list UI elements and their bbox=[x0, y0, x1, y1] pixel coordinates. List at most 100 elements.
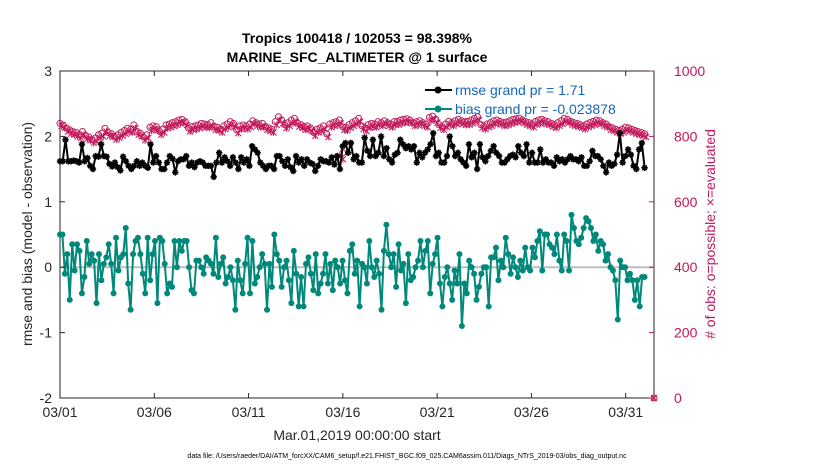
x-tick-label: 03/26 bbox=[514, 404, 549, 420]
obs-evaluated-point bbox=[180, 119, 188, 127]
bias-point bbox=[434, 234, 441, 241]
rmse-point bbox=[317, 156, 324, 163]
obs-evaluated-point bbox=[225, 123, 232, 131]
rmse-point bbox=[183, 152, 190, 160]
rmse-point bbox=[380, 152, 388, 160]
bias-point bbox=[551, 251, 558, 258]
rmse-point bbox=[611, 160, 618, 168]
bias-point bbox=[617, 257, 624, 264]
rmse-point bbox=[638, 139, 646, 147]
rmse-point bbox=[583, 162, 591, 170]
bias-point bbox=[337, 280, 344, 287]
rmse-point bbox=[141, 162, 149, 170]
bias-point bbox=[383, 221, 390, 228]
rmse-point bbox=[424, 146, 431, 153]
bias-point bbox=[264, 306, 271, 313]
rmse-point bbox=[550, 162, 558, 170]
rmse-point bbox=[441, 159, 448, 166]
rmse-point bbox=[427, 141, 434, 148]
rmse-point bbox=[303, 156, 311, 163]
x-tick-label: 03/31 bbox=[608, 404, 643, 420]
obs-evaluated-point bbox=[96, 134, 104, 142]
bias-point bbox=[424, 238, 431, 245]
bias-point bbox=[76, 247, 83, 254]
rmse-point bbox=[237, 154, 245, 161]
bias-point bbox=[305, 254, 312, 261]
bias-point bbox=[585, 218, 592, 225]
bias-point bbox=[390, 251, 397, 258]
bias-point bbox=[405, 251, 412, 258]
y-axis-right-label: # of obs: o=possible; ×=evaluated bbox=[702, 129, 718, 339]
rmse-point bbox=[95, 153, 102, 160]
rmse-point bbox=[413, 159, 420, 166]
bias-point bbox=[490, 254, 497, 261]
rmse-point bbox=[152, 152, 160, 160]
bias-point bbox=[271, 231, 278, 238]
bias-point bbox=[171, 238, 178, 245]
rmse-series bbox=[56, 129, 648, 181]
rmse-point bbox=[325, 159, 333, 166]
bias-point bbox=[295, 303, 302, 310]
bias-point bbox=[458, 323, 465, 330]
rmse-point bbox=[270, 165, 278, 173]
rmse-point bbox=[443, 152, 451, 160]
bias-point bbox=[473, 296, 480, 303]
obs-evaluated-point bbox=[244, 125, 252, 133]
obs-evaluated-point bbox=[379, 122, 387, 130]
rmse-point bbox=[578, 154, 585, 161]
bias-point bbox=[463, 290, 470, 297]
bias-point bbox=[195, 257, 202, 264]
rmse-point bbox=[268, 162, 275, 170]
obs-evaluated-point bbox=[556, 122, 563, 130]
bias-point bbox=[66, 296, 73, 303]
bias-point bbox=[512, 264, 519, 271]
bias-point bbox=[266, 260, 273, 267]
bias-point bbox=[98, 277, 105, 284]
rmse-point bbox=[213, 159, 220, 166]
rmse-point bbox=[106, 160, 113, 168]
rmse-point bbox=[331, 161, 338, 168]
rmse-point bbox=[476, 141, 484, 148]
bias-point bbox=[368, 264, 375, 271]
bias-point bbox=[349, 241, 356, 248]
bias-point bbox=[605, 251, 612, 258]
obs-evaluated-point bbox=[90, 139, 98, 147]
bias-point bbox=[95, 251, 102, 258]
rmse-point bbox=[473, 165, 481, 173]
obs-evaluated-point bbox=[434, 119, 441, 127]
rmse-point bbox=[130, 162, 138, 170]
bias-point bbox=[553, 231, 560, 238]
bias-point bbox=[539, 267, 546, 274]
obs-evaluated-point bbox=[289, 119, 297, 127]
rmse-point bbox=[613, 151, 621, 158]
rmse-point bbox=[449, 143, 456, 150]
bias-point bbox=[74, 241, 81, 248]
bias-point bbox=[419, 264, 426, 271]
bias-point bbox=[580, 224, 587, 231]
rmse-point bbox=[388, 159, 396, 166]
obs-possible-point bbox=[201, 120, 209, 128]
rmse-point bbox=[515, 143, 522, 150]
bias-point bbox=[427, 290, 434, 297]
bias-point bbox=[451, 267, 458, 274]
axis-ticks: 03/01 03/06 03/11 03/16 03/21 03/26 03/31 -2 -1 0… bbox=[40, 63, 706, 420]
bias-point bbox=[497, 257, 504, 264]
rmse-point bbox=[553, 154, 560, 161]
bias-point bbox=[439, 303, 446, 310]
rmse-point bbox=[633, 165, 640, 173]
bias-point bbox=[200, 270, 207, 277]
obs-evaluated-point bbox=[161, 128, 168, 136]
rmse-point bbox=[504, 156, 511, 163]
bias-point bbox=[363, 280, 370, 287]
bias-point bbox=[113, 234, 120, 241]
rmse-point bbox=[619, 159, 626, 166]
bias-point bbox=[217, 260, 224, 267]
bias-point bbox=[249, 238, 256, 245]
rmse-point bbox=[221, 154, 228, 161]
obs-count-series bbox=[56, 112, 658, 402]
bias-point bbox=[600, 241, 607, 248]
rmse-point bbox=[347, 139, 355, 147]
rmse-point bbox=[259, 162, 267, 170]
bias-point bbox=[373, 257, 380, 264]
bias-point bbox=[81, 274, 88, 281]
